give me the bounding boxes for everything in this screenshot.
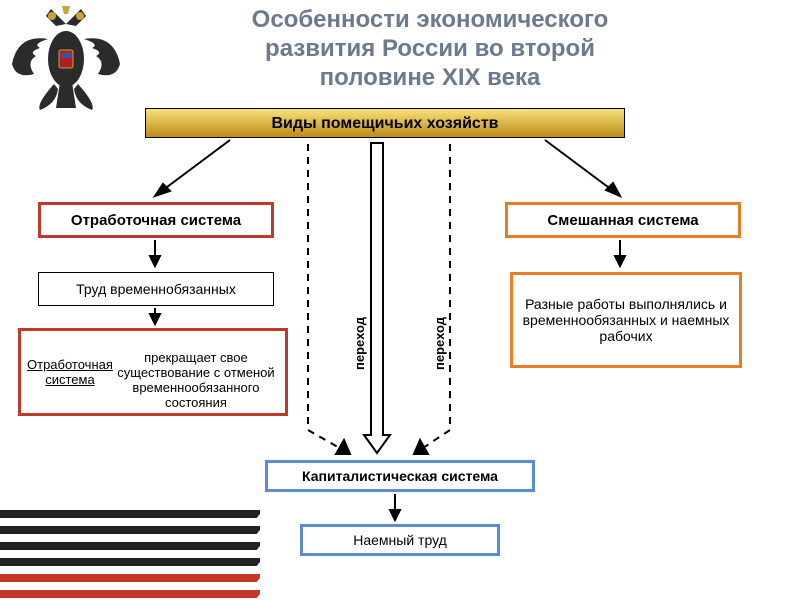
header-box: Виды помещичьих хозяйств — [145, 108, 625, 138]
node-left_sys: Отработочная система — [38, 202, 274, 238]
eagle-emblem — [6, 4, 126, 114]
node-left_note: Отработочная системапрекращает свое суще… — [18, 328, 288, 416]
node-right_sys: Смешанная система — [505, 202, 741, 238]
title-line: Особенности экономического — [252, 6, 609, 33]
page-title: Особенности экономического развития Росс… — [80, 0, 780, 92]
node-right_note: Разные работы выполнялись и временнообяз… — [510, 272, 742, 368]
corner-decor — [0, 510, 260, 600]
node-left_labor: Труд временнобязанных — [38, 272, 274, 306]
node-capitalist: Капиталистическая система — [265, 460, 535, 492]
transition-label-right: переход — [432, 317, 447, 370]
node-hired: Наемный труд — [300, 524, 500, 556]
title-line: развития России во второй — [265, 35, 595, 62]
transition-label-left: переход — [352, 317, 367, 370]
title-line: половине XIX века — [320, 64, 541, 91]
header-text: Виды помещичьих хозяйств — [271, 115, 498, 132]
